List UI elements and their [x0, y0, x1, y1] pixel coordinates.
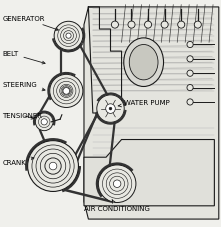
Circle shape — [111, 22, 118, 29]
Circle shape — [178, 22, 185, 29]
Ellipse shape — [124, 39, 164, 87]
Polygon shape — [84, 8, 219, 219]
Circle shape — [109, 108, 112, 111]
Circle shape — [54, 22, 83, 51]
Ellipse shape — [129, 45, 158, 81]
Circle shape — [187, 99, 193, 106]
Text: AIR CONDITIONING: AIR CONDITIONING — [84, 200, 150, 211]
Circle shape — [66, 34, 71, 39]
Circle shape — [128, 22, 135, 29]
Circle shape — [187, 85, 193, 91]
Circle shape — [98, 165, 136, 203]
Text: TENSIONER: TENSIONER — [2, 113, 42, 120]
Circle shape — [194, 22, 201, 29]
Text: STEERING: STEERING — [2, 82, 45, 91]
Circle shape — [45, 158, 61, 174]
Circle shape — [49, 163, 57, 170]
Circle shape — [161, 22, 168, 29]
Text: BELT: BELT — [2, 51, 45, 65]
Circle shape — [113, 180, 121, 188]
Circle shape — [63, 88, 70, 95]
Circle shape — [187, 57, 193, 63]
Text: WATER PUMP: WATER PUMP — [118, 99, 170, 107]
Circle shape — [106, 104, 115, 114]
Text: GENERATOR: GENERATOR — [2, 16, 58, 31]
Circle shape — [97, 96, 124, 123]
Circle shape — [145, 22, 152, 29]
Circle shape — [50, 75, 83, 108]
Polygon shape — [84, 140, 214, 206]
Text: CRANK: CRANK — [2, 157, 34, 165]
Circle shape — [187, 42, 193, 48]
Circle shape — [35, 114, 53, 131]
Circle shape — [41, 119, 47, 125]
Circle shape — [28, 141, 78, 192]
Circle shape — [187, 71, 193, 77]
